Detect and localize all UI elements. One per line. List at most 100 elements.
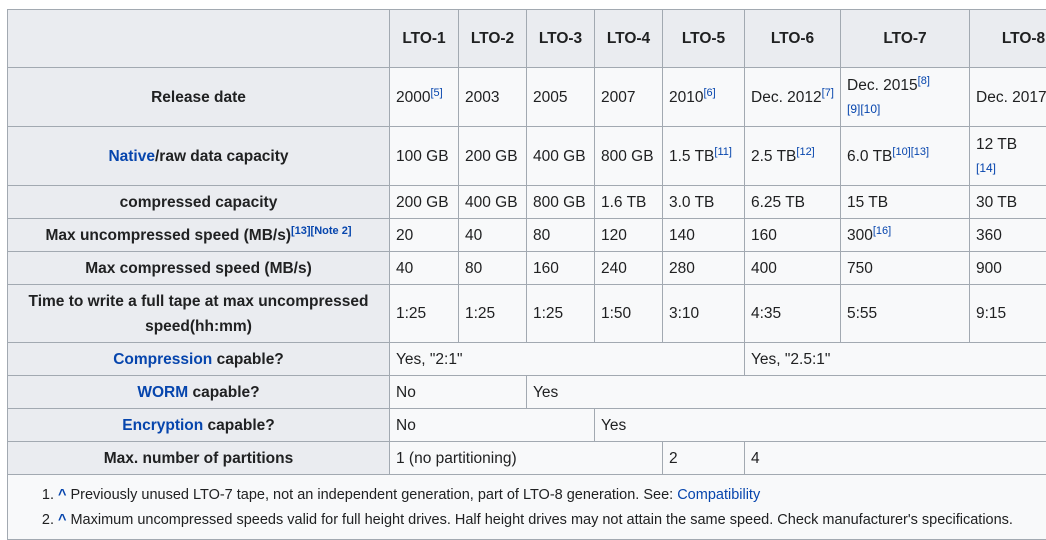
cell: Yes: [594, 408, 1046, 442]
cell: 120: [594, 218, 663, 252]
note-item: ^Previously unused LTO-7 tape, not an in…: [58, 483, 1046, 508]
cell-text: 1.5 TB: [669, 147, 715, 165]
cell: 2007: [594, 67, 663, 127]
row-max-partitions: Max. number of partitions 1 (no partitio…: [7, 441, 1046, 475]
backlink-caret[interactable]: ^: [58, 512, 67, 528]
cell: 15 TB: [840, 185, 970, 219]
cell: 1 (no partitioning): [389, 441, 663, 475]
cell: No: [389, 408, 595, 442]
cell: 6.25 TB: [744, 185, 841, 219]
cell-text: Dec. 2012: [751, 88, 822, 106]
reference-link[interactable]: [5]: [430, 86, 443, 99]
row-label-text: Max uncompressed speed (MB/s): [45, 226, 291, 244]
row-max-uncompressed-speed: Max uncompressed speed (MB/s)[13][Note 2…: [7, 218, 1046, 252]
compatibility-link[interactable]: Compatibility: [677, 487, 761, 503]
cell: 2010[6]: [662, 67, 745, 127]
header-lto-4: LTO-4: [594, 9, 663, 68]
reference-link[interactable]: [8]: [917, 74, 930, 87]
cell: 80: [458, 251, 527, 285]
row-label: Max. number of partitions: [7, 441, 390, 475]
backlink-caret[interactable]: ^: [58, 487, 67, 503]
cell: 1:25: [389, 284, 459, 343]
row-label: Max compressed speed (MB/s): [7, 251, 390, 285]
cell: 240: [594, 251, 663, 285]
cell: 400 GB: [458, 185, 527, 219]
cell: 160: [526, 251, 595, 285]
cell: 2000[5]: [389, 67, 459, 127]
row-compressed-capacity: compressed capacity 200 GB 400 GB 800 GB…: [7, 185, 1046, 219]
reference-link[interactable]: [6]: [703, 86, 716, 99]
cell: Dec. 2015[8] [9][10]: [840, 67, 970, 127]
cell-text: 300: [847, 226, 873, 244]
cell: 1:25: [458, 284, 527, 343]
row-label: Release date: [7, 67, 390, 127]
cell: 4: [744, 441, 1046, 475]
worm-link[interactable]: WORM: [137, 383, 189, 401]
cell: 1:25: [526, 284, 595, 343]
reference-link[interactable]: [12]: [796, 145, 815, 158]
cell: No: [389, 375, 527, 409]
row-worm-capable: WORM capable? No Yes: [7, 375, 1046, 409]
cell: 3.0 TB: [662, 185, 745, 219]
header-lto-6: LTO-6: [744, 9, 841, 68]
cell: 80: [526, 218, 595, 252]
cell: 160: [744, 218, 841, 252]
native-link[interactable]: Native: [108, 147, 155, 165]
header-row: LTO-1 LTO-2 LTO-3 LTO-4 LTO-5 LTO-6 LTO-…: [7, 9, 1046, 68]
cell: 5:55: [840, 284, 970, 343]
reference-link[interactable]: [11]: [714, 145, 732, 158]
cell: 4:35: [744, 284, 841, 343]
corner-cell: [7, 9, 390, 68]
header-lto-7: LTO-7: [840, 9, 970, 68]
row-native-capacity: Native/raw data capacity 100 GB 200 GB 4…: [7, 126, 1046, 186]
cell: 900: [969, 251, 1046, 285]
reference-link[interactable]: [16]: [872, 224, 892, 237]
row-label-text: capable?: [203, 416, 275, 434]
cell: 400: [744, 251, 841, 285]
cell: Yes: [526, 375, 1046, 409]
row-label-text: /raw data capacity: [154, 147, 289, 165]
header-lto-5: LTO-5: [662, 9, 745, 68]
header-lto-1: LTO-1: [389, 9, 459, 68]
cell: 100 GB: [389, 126, 459, 186]
cell: 140: [662, 218, 745, 252]
row-label: Encryption capable?: [7, 408, 390, 442]
lto-table-container: LTO-1 LTO-2 LTO-3 LTO-4 LTO-5 LTO-6 LTO-…: [7, 9, 1046, 540]
cell: Dec. 2017: [969, 67, 1046, 127]
cell: Dec. 2012[7]: [744, 67, 841, 127]
row-encryption-capable: Encryption capable? No Yes: [7, 408, 1046, 442]
row-label-text: capable?: [212, 350, 284, 368]
reference-link[interactable]: [14]: [976, 161, 997, 175]
row-label: Max uncompressed speed (MB/s)[13][Note 2…: [7, 218, 390, 252]
cell: 2003: [458, 67, 527, 127]
cell-text: 6.0 TB: [847, 147, 893, 165]
cell: 280: [662, 251, 745, 285]
cell: 2005: [526, 67, 595, 127]
row-label-text: capable?: [188, 383, 260, 401]
header-lto-8: LTO-8: [969, 9, 1046, 68]
row-label: compressed capacity: [7, 185, 390, 219]
cell: 20: [389, 218, 459, 252]
row-time-to-write: Time to write a full tape at max uncompr…: [7, 284, 1046, 343]
reference-link[interactable]: [7]: [821, 86, 834, 99]
row-label: WORM capable?: [7, 375, 390, 409]
reference-link[interactable]: [13][Note 2]: [290, 224, 352, 237]
header-lto-3: LTO-3: [526, 9, 595, 68]
header-lto-2: LTO-2: [458, 9, 527, 68]
cell: 800 GB: [526, 185, 595, 219]
cell: 800 GB: [594, 126, 663, 186]
cell: 200 GB: [389, 185, 459, 219]
cell: 200 GB: [458, 126, 527, 186]
row-label: Native/raw data capacity: [7, 126, 390, 186]
cell-text: Dec. 2015: [847, 77, 918, 94]
compression-link[interactable]: Compression: [113, 350, 213, 368]
row-compression-capable: Compression capable? Yes, "2:1" Yes, "2.…: [7, 342, 1046, 376]
cell: 40: [389, 251, 459, 285]
encryption-link[interactable]: Encryption: [122, 416, 204, 434]
reference-link[interactable]: [9][10]: [847, 102, 881, 116]
cell: 360: [969, 218, 1046, 252]
reference-link[interactable]: [10][13]: [892, 145, 930, 158]
row-label: Time to write a full tape at max uncompr…: [7, 284, 390, 343]
note-text: Previously unused LTO-7 tape, not an ind…: [70, 487, 678, 503]
cell: 3:10: [662, 284, 745, 343]
